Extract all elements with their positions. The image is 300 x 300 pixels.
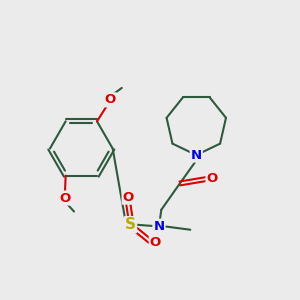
Text: O: O — [150, 236, 161, 249]
Text: N: N — [191, 148, 202, 162]
Text: N: N — [153, 220, 164, 232]
Text: O: O — [105, 93, 116, 106]
Text: O: O — [123, 191, 134, 204]
Text: O: O — [59, 192, 71, 205]
Text: O: O — [206, 172, 218, 185]
Text: S: S — [125, 217, 136, 232]
